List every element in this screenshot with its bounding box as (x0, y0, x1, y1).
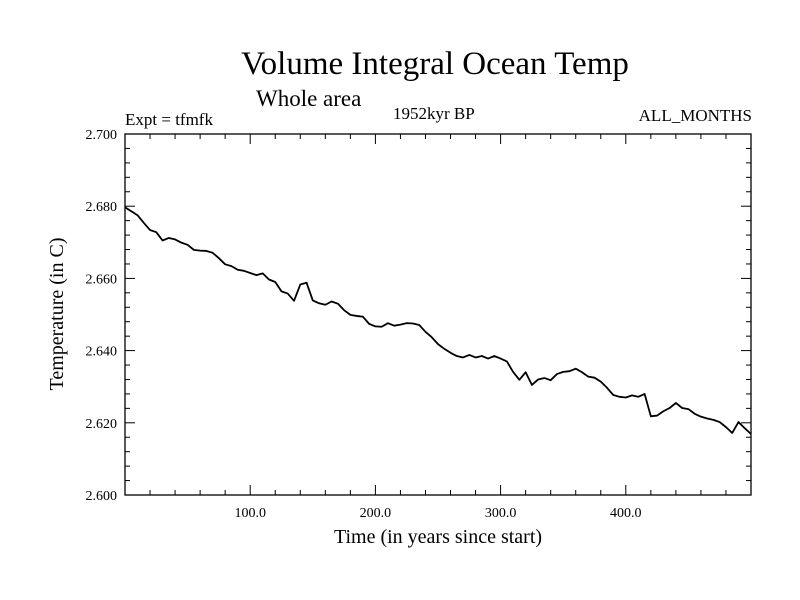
x-axis-title: Time (in years since start) (334, 526, 542, 548)
x-axis-ticks (149, 134, 727, 495)
y-tick-label: 2.600 (86, 489, 118, 504)
y-tick-label: 2.700 (86, 128, 118, 143)
x-tick-label: 200.0 (360, 506, 392, 521)
y-axis-ticks (125, 147, 751, 482)
y-axis-tick-labels: 2.600 2.620 2.640 2.660 2.680 2.700 (86, 128, 118, 504)
x-tick-label: 100.0 (234, 506, 266, 521)
y-tick-label: 2.640 (86, 345, 118, 360)
x-tick-label: 400.0 (610, 506, 642, 521)
chart-subtitle: Whole area (256, 86, 362, 111)
experiment-label: Expt = tfmfk (125, 110, 213, 129)
y-axis-title: Temperature (in C) (46, 238, 68, 391)
months-label: ALL_MONTHS (638, 106, 752, 125)
epoch-label: 1952kyr BP (393, 104, 475, 123)
y-tick-label: 2.680 (86, 200, 118, 215)
series-line-temperature (124, 206, 752, 435)
x-axis-tick-labels: 100.0 200.0 300.0 400.0 (234, 506, 641, 521)
y-tick-label: 2.620 (86, 417, 118, 432)
plot-frame (124, 133, 752, 496)
x-tick-label: 300.0 (485, 506, 517, 521)
y-tick-label: 2.660 (86, 272, 118, 287)
chart-title: Volume Integral Ocean Temp (241, 46, 629, 82)
